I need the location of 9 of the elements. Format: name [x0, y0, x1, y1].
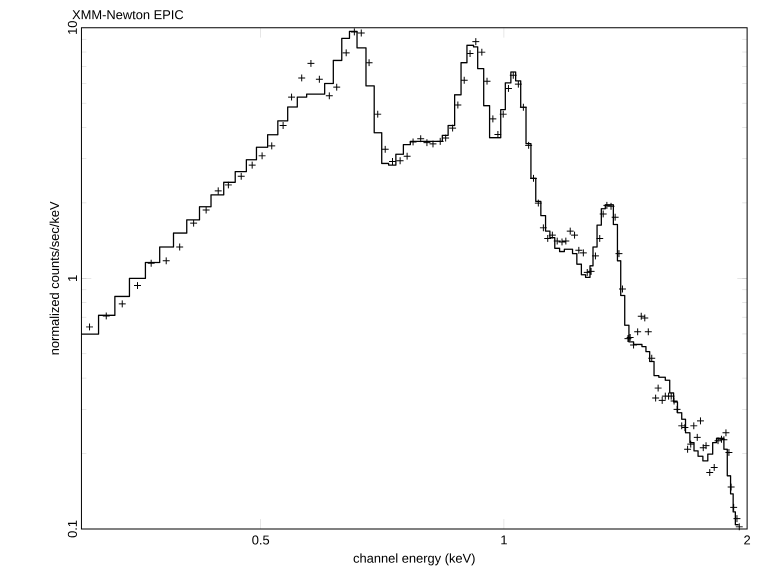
y-axis-title: normalized counts/sec/keV: [50, 201, 60, 354]
y-tick-label: 0.1: [68, 520, 77, 538]
y-tick-label: 10: [68, 20, 77, 34]
y-tick-label: 1: [68, 275, 77, 281]
chart-title: XMM-Newton EPIC: [72, 10, 184, 20]
x-tick-label: 0.5: [252, 535, 270, 544]
x-tick-label: 1: [501, 535, 507, 544]
x-axis-title: channel energy (keV): [354, 553, 475, 566]
x-tick-label: 2: [744, 535, 750, 544]
